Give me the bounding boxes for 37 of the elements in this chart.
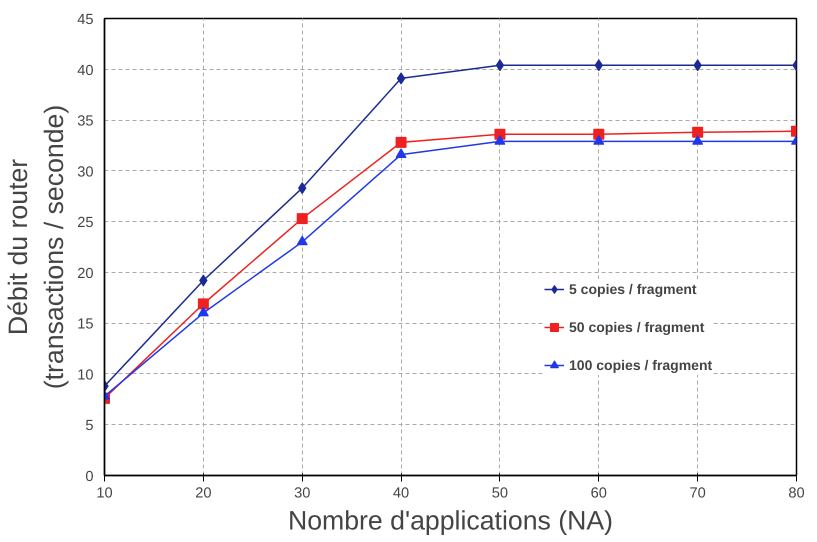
point xyxy=(494,135,506,145)
x-tick-label: 80 xyxy=(788,486,805,502)
y-tick-label: 30 xyxy=(77,164,94,180)
y-tick-label: 35 xyxy=(77,114,94,130)
point xyxy=(692,135,704,145)
legend-label: 50 copies / fragment xyxy=(569,319,704,335)
point xyxy=(198,306,209,316)
y-axis-title: Débit du router (transactions / seconde) xyxy=(3,104,70,390)
point xyxy=(198,298,209,310)
point xyxy=(296,213,308,224)
point xyxy=(496,59,504,72)
point xyxy=(396,148,407,158)
point xyxy=(396,136,407,148)
point xyxy=(693,59,702,72)
y-tick-label: 5 xyxy=(85,418,94,434)
point xyxy=(396,72,406,84)
x-tick-label: 70 xyxy=(689,486,706,502)
point xyxy=(593,135,604,145)
x-tick-label: 30 xyxy=(294,486,310,502)
y-tick-label: 40 xyxy=(77,62,94,79)
x-tick-label: 40 xyxy=(392,486,410,502)
point xyxy=(692,126,704,138)
point xyxy=(199,274,208,287)
y-tick-label: 0 xyxy=(85,469,94,485)
x-tick-label: 10 xyxy=(96,486,113,502)
y-tick-label: 20 xyxy=(77,266,94,282)
legend-label: 5 copies / fragment xyxy=(569,281,697,297)
x-tick-label: 60 xyxy=(590,486,607,502)
x-tick-label: 50 xyxy=(492,486,508,502)
y-tick-label: 15 xyxy=(77,316,94,333)
point xyxy=(296,236,308,246)
legend-label: 100 copies / fragment xyxy=(569,357,712,373)
x-axis-title: Nombre d'applications (NA) xyxy=(288,506,614,536)
x-tick-label: 20 xyxy=(195,486,212,502)
y-tick-label: 10 xyxy=(77,367,94,384)
y-tick-label: 25 xyxy=(77,215,94,232)
y-tick-label: 45 xyxy=(77,12,94,28)
